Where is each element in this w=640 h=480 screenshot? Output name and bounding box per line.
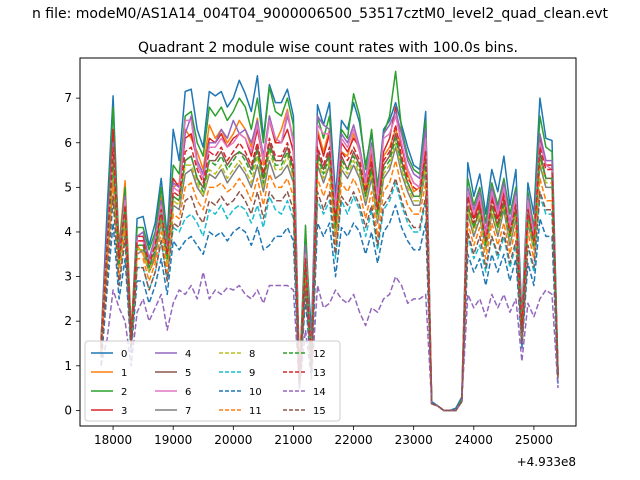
series-layer xyxy=(100,70,559,412)
series-line-13 xyxy=(100,124,559,412)
series-line-11 xyxy=(100,159,559,412)
x-tick-label: 18000 xyxy=(94,433,132,447)
legend-label-11: 11 xyxy=(249,406,262,417)
legend-label-0: 0 xyxy=(121,349,127,360)
legend-label-4: 4 xyxy=(185,349,191,360)
y-tick-label: 6 xyxy=(64,136,72,150)
legend-label-1: 1 xyxy=(121,368,127,379)
legend-label-14: 14 xyxy=(313,387,326,398)
x-axis: 18000 19000 20000 21000 22000 23000 24000 25000 xyxy=(94,426,553,447)
y-tick-label: 5 xyxy=(64,180,72,194)
series-line-2 xyxy=(100,70,559,412)
series-line-0 xyxy=(100,75,559,412)
y-tick-label: 0 xyxy=(64,403,72,417)
legend-label-8: 8 xyxy=(249,349,255,360)
legend-label-15: 15 xyxy=(313,406,326,417)
series-line-10 xyxy=(100,204,559,412)
legend-label-6: 6 xyxy=(185,387,191,398)
legend-label-10: 10 xyxy=(249,387,262,398)
chart-title: Quadrant 2 module wise count rates with … xyxy=(138,40,518,56)
series-line-6 xyxy=(100,110,559,412)
x-tick-label: 21000 xyxy=(274,433,312,447)
series-line-9 xyxy=(100,182,559,412)
legend-label-3: 3 xyxy=(121,406,127,417)
legend-label-12: 12 xyxy=(313,349,326,360)
legend-label-2: 2 xyxy=(121,387,127,398)
legend-label-5: 5 xyxy=(185,368,191,379)
x-tick-label: 19000 xyxy=(154,433,192,447)
legend-label-13: 13 xyxy=(313,368,326,379)
series-line-12 xyxy=(100,137,559,412)
x-tick-label: 23000 xyxy=(395,433,433,447)
x-tick-label: 25000 xyxy=(515,433,553,447)
legend-label-7: 7 xyxy=(185,406,191,417)
x-tick-label: 24000 xyxy=(455,433,493,447)
y-tick-label: 2 xyxy=(64,314,72,328)
legend-label-9: 9 xyxy=(249,368,255,379)
plot-frame xyxy=(79,57,577,427)
y-tick-label: 4 xyxy=(64,225,72,239)
y-tick-label: 1 xyxy=(64,359,72,373)
series-line-15 xyxy=(100,177,559,412)
x-tick-label: 22000 xyxy=(334,433,372,447)
legend-box xyxy=(84,340,341,422)
x-tick-label: 20000 xyxy=(214,433,252,447)
x-offset-label: +4.933e8 xyxy=(517,455,576,469)
y-tick-label: 7 xyxy=(64,91,72,105)
figure-suptitle: n file: modeM0/AS1A14_004T04_9000006500_… xyxy=(32,6,609,22)
y-tick-label: 3 xyxy=(64,270,72,284)
y-axis: 0 1 2 3 4 5 6 7 xyxy=(64,91,80,417)
